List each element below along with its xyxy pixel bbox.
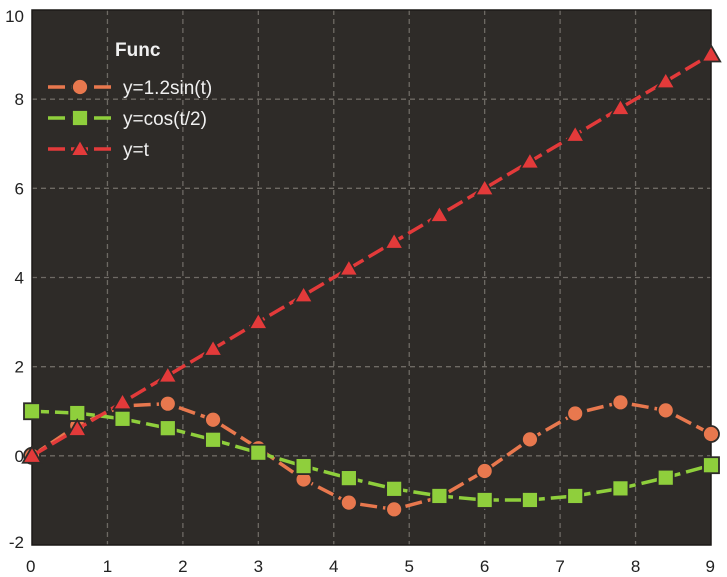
data-point <box>158 394 177 413</box>
data-point <box>566 404 585 423</box>
series-line <box>31 53 712 458</box>
data-point <box>339 493 358 512</box>
data-point <box>249 443 268 462</box>
legend-label: y=cos(t/2) <box>123 109 207 130</box>
series-2 <box>23 402 720 509</box>
data-point <box>428 204 451 223</box>
data-point <box>157 364 179 384</box>
data-point <box>204 410 222 429</box>
y-tick-label: 2 <box>15 358 24 377</box>
data-point <box>654 70 677 90</box>
data-point <box>294 457 313 475</box>
data-point <box>292 284 315 304</box>
data-point <box>111 391 134 411</box>
series-layer <box>21 43 722 519</box>
data-point <box>566 487 585 505</box>
data-point <box>702 456 720 475</box>
legend-entry: y=cos(t/2) <box>48 109 207 130</box>
series-line <box>31 409 712 502</box>
y-tick-label: 6 <box>15 179 24 198</box>
legend-label: y=1.2sin(t) <box>123 78 212 99</box>
x-tick-label: 1 <box>103 557 112 576</box>
data-point <box>475 491 494 509</box>
data-point <box>564 123 586 143</box>
x-tick-label: 3 <box>254 557 263 576</box>
legend-title: Func <box>115 40 161 61</box>
data-point <box>23 402 41 421</box>
data-point <box>383 230 405 250</box>
data-point <box>158 419 177 438</box>
legend-marker <box>71 78 89 96</box>
data-point <box>611 393 630 412</box>
data-point <box>247 311 270 330</box>
data-point <box>113 409 132 428</box>
data-point <box>66 418 89 437</box>
data-point <box>385 500 404 519</box>
data-point <box>21 444 43 464</box>
series-3 <box>21 43 722 464</box>
data-point <box>338 257 360 277</box>
legend-label: y=t <box>123 140 150 161</box>
data-point <box>339 469 358 488</box>
data-point <box>700 43 722 63</box>
x-tick-label: 9 <box>706 557 715 576</box>
y-tick-label: 8 <box>15 90 24 109</box>
plot-area <box>32 10 711 545</box>
x-tick-label: 5 <box>404 557 413 576</box>
legend-entry: y=1.2sin(t) <box>48 78 212 99</box>
data-point <box>204 430 222 449</box>
legend-marker <box>71 109 89 127</box>
data-point <box>609 97 632 116</box>
y-tick-label: -2 <box>9 533 24 552</box>
data-point <box>385 479 404 498</box>
data-point <box>702 425 720 443</box>
y-tick-label: 4 <box>15 269 24 288</box>
data-point <box>521 430 539 449</box>
data-point <box>473 177 496 197</box>
legend: Func y=1.2sin(t) y=cos(t/2) y=t <box>48 40 212 161</box>
data-point <box>430 487 449 505</box>
x-tick-label: 4 <box>329 557 338 576</box>
data-point <box>656 468 675 487</box>
data-point <box>611 479 630 498</box>
series-line <box>31 400 712 512</box>
data-point <box>521 491 539 509</box>
data-point <box>519 150 541 170</box>
data-point <box>475 462 494 480</box>
legend-marker <box>69 137 91 157</box>
x-tick-label: 6 <box>480 557 489 576</box>
y-tick-label: 10 <box>5 7 24 26</box>
data-point <box>202 337 224 357</box>
y-tick-label: 0 <box>15 447 24 466</box>
x-tick-label: 0 <box>26 557 35 576</box>
x-tick-label: 2 <box>178 557 187 576</box>
data-point <box>656 401 675 420</box>
x-tick-label: 8 <box>631 557 640 576</box>
plot-border <box>31 9 712 546</box>
legend-entry: y=t <box>48 137 150 161</box>
x-tick-label: 7 <box>555 557 564 576</box>
